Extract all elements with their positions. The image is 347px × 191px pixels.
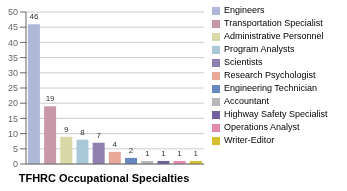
- svg-text:25: 25: [8, 83, 18, 93]
- html-text:Scientists: Scientists: [224, 57, 263, 67]
- svg-text:45: 45: [8, 22, 18, 32]
- svg-text:40: 40: [8, 38, 18, 48]
- svg-text:20: 20: [8, 98, 18, 108]
- svg-text:46: 46: [29, 12, 38, 21]
- svg-text:4: 4: [113, 140, 118, 149]
- html-text:Operations Analyst: Operations Analyst: [224, 122, 300, 132]
- svg-text:1: 1: [194, 149, 199, 158]
- svg-text:9: 9: [64, 125, 69, 134]
- svg-text:1: 1: [145, 149, 150, 158]
- html-text:Research Psychologist: Research Psychologist: [224, 70, 316, 80]
- svg-text:1: 1: [161, 149, 166, 158]
- html-text:Administrative Personnel: Administrative Personnel: [224, 31, 324, 41]
- svg-text:0: 0: [13, 159, 18, 169]
- svg-text:2: 2: [129, 146, 134, 155]
- html-text:Accountant: Accountant: [224, 96, 269, 106]
- html-text:Writer-Editor: Writer-Editor: [224, 135, 275, 145]
- svg-text:5: 5: [13, 144, 18, 154]
- svg-text:15: 15: [8, 114, 18, 124]
- html-text:Engineering Technician: Engineering Technician: [224, 83, 317, 93]
- html-text:Highway Safety Specialist: Highway Safety Specialist: [224, 109, 328, 119]
- svg-text:10: 10: [8, 129, 18, 139]
- svg-text:30: 30: [8, 68, 18, 78]
- html-text:Engineers: Engineers: [224, 5, 265, 15]
- html-text:Transportation Specialist: Transportation Specialist: [224, 18, 323, 28]
- svg-text:8: 8: [80, 128, 85, 137]
- svg-text:1: 1: [177, 149, 182, 158]
- svg-text:19: 19: [46, 94, 55, 103]
- html-text:TFHRC Occupational Specialties: TFHRC Occupational Specialties: [18, 172, 190, 184]
- svg-text:7: 7: [96, 131, 101, 140]
- svg-text:50: 50: [8, 7, 18, 17]
- svg-text:35: 35: [8, 53, 18, 63]
- html-text:Program Analysts: Program Analysts: [224, 44, 295, 54]
